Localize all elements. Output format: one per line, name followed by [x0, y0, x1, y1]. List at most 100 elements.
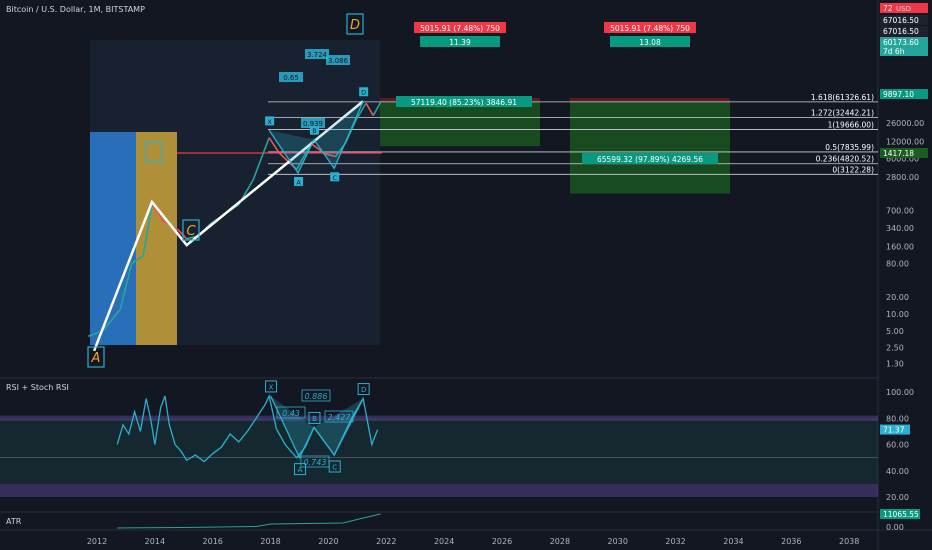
price-candle-segment	[325, 153, 336, 158]
rsi-title: RSI + Stoch RSI	[6, 383, 69, 392]
fib-level-label: 1(19666.00)	[828, 121, 874, 130]
target-zone	[380, 101, 540, 147]
ratio-badge	[279, 72, 303, 82]
rsi-pattern-label: X	[269, 383, 274, 391]
price-badge-label: 67016.50	[883, 16, 919, 25]
pattern-point-label: C	[332, 174, 337, 182]
rsi-ratio-label: 0.886	[305, 392, 328, 401]
rsi-pattern-label: B	[312, 415, 317, 423]
atr-title: ATR	[6, 517, 22, 526]
time-tick-label: 2034	[723, 537, 743, 546]
rsi-pattern-marker	[357, 383, 370, 396]
harmonic-point-label: D	[350, 18, 360, 33]
price-tick-label: 80.00	[886, 259, 909, 268]
price-tick-label: 1.30	[886, 360, 904, 369]
price-tick-label: 2.50	[886, 344, 904, 353]
time-tick-label: 2036	[781, 537, 801, 546]
harmonic-point-box	[145, 141, 163, 163]
fib-level-label: 0.5(7835.99)	[825, 143, 874, 152]
time-tick-label: 2024	[434, 537, 454, 546]
rsi-harmonic-line	[269, 395, 364, 460]
price-tick-label: 6000.00	[886, 154, 919, 163]
target-label-badge	[582, 153, 718, 164]
target-label: 57119.40 (85.23%) 3846.91	[411, 98, 517, 107]
pattern-point-label: B	[312, 127, 316, 135]
price-badge	[880, 15, 928, 25]
rsi-ratio-label: 0.43	[282, 409, 300, 418]
price-candle-segment	[355, 102, 367, 121]
price-tick-label: 160.00	[886, 243, 914, 252]
price-candle-segment	[295, 143, 312, 170]
time-tick-label: 2016	[203, 537, 223, 546]
rsi-tick-label: 40.00	[886, 467, 909, 476]
rsi-pattern-label: C	[332, 464, 337, 472]
price-tick-label: 5.00	[886, 327, 904, 336]
price-candle-segment	[252, 137, 270, 180]
rsi-tick-label: 100.00	[886, 388, 914, 397]
harmonic-triangle	[313, 101, 364, 169]
target-zone	[570, 101, 730, 194]
atr-value-badge	[880, 509, 920, 519]
rsi-ratio-label: 2.427	[328, 413, 352, 422]
price-badge	[880, 89, 928, 99]
stop-label-badge	[604, 22, 696, 33]
currency-label[interactable]: USD	[896, 5, 911, 13]
price-badge	[880, 26, 928, 36]
stop-label: 5015.91 (7.48%) 750	[420, 24, 500, 33]
time-box-blue	[90, 132, 136, 345]
rsi-band	[0, 418, 878, 484]
fib-level-label: 0.236(4820.52)	[816, 155, 874, 164]
ratio-label: 0.939	[303, 120, 323, 128]
pattern-point-marker	[309, 125, 319, 135]
price-tick-label: 2800.00	[886, 173, 919, 182]
time-box-gold	[136, 132, 177, 345]
price-candle-segment	[119, 263, 133, 310]
rsi-harmonic-triangle	[313, 398, 364, 455]
price-candle-segment	[102, 309, 121, 332]
price-candle-segment	[365, 102, 374, 116]
price-candle-segment	[151, 204, 165, 222]
rsi-pattern-marker	[308, 411, 321, 424]
price-badge	[880, 37, 928, 47]
time-tick-label: 2028	[550, 537, 570, 546]
time-tick-label: 2018	[260, 537, 280, 546]
rsi-pattern-marker	[294, 463, 307, 476]
pattern-point-marker	[359, 87, 369, 97]
ratio-label: 3.724	[307, 51, 328, 59]
time-tick-label: 2022	[376, 537, 396, 546]
rsi-ratio-badge	[301, 389, 331, 402]
harmonic-abcd-line	[92, 100, 364, 352]
price-tick-label: 700.00	[886, 207, 914, 216]
fib-level-label: 0(3122.28)	[832, 165, 874, 174]
harmonic-point-box	[182, 219, 200, 241]
time-tick-label: 2012	[87, 537, 107, 546]
price-tick-label: 340.00	[886, 224, 914, 233]
rsi-overbought-band	[0, 415, 878, 421]
pattern-point-marker	[330, 172, 340, 182]
price-tick-label: 26000.00	[886, 119, 924, 128]
price-badge	[880, 3, 928, 13]
ratio-badge	[326, 55, 350, 65]
time-tick-label: 2032	[665, 537, 685, 546]
ratio-badge	[420, 36, 500, 47]
rsi-value-label: 71.37	[883, 426, 905, 435]
stop-zone	[570, 97, 730, 102]
rsi-pattern-label: D	[361, 386, 366, 394]
ratio-badge	[305, 49, 329, 59]
price-badge-label: 9897.10	[883, 90, 914, 99]
rsi-ratio-badge	[276, 406, 306, 419]
price-tick-label: 12000.00	[886, 138, 924, 147]
price-candle-segment	[177, 229, 188, 240]
rsi-pattern-marker	[265, 380, 278, 393]
atr-line	[117, 513, 381, 529]
pattern-point-label: X	[267, 118, 272, 126]
price-tick-label: 10.00	[886, 310, 909, 319]
rsi-ratio-badge	[324, 410, 354, 423]
harmonic-point-label: C	[186, 224, 196, 239]
rsi-tick-label: 60.00	[886, 441, 909, 450]
pattern-point-marker	[265, 116, 275, 126]
price-badge	[880, 148, 928, 158]
ratio-label: 0.65	[283, 74, 299, 82]
